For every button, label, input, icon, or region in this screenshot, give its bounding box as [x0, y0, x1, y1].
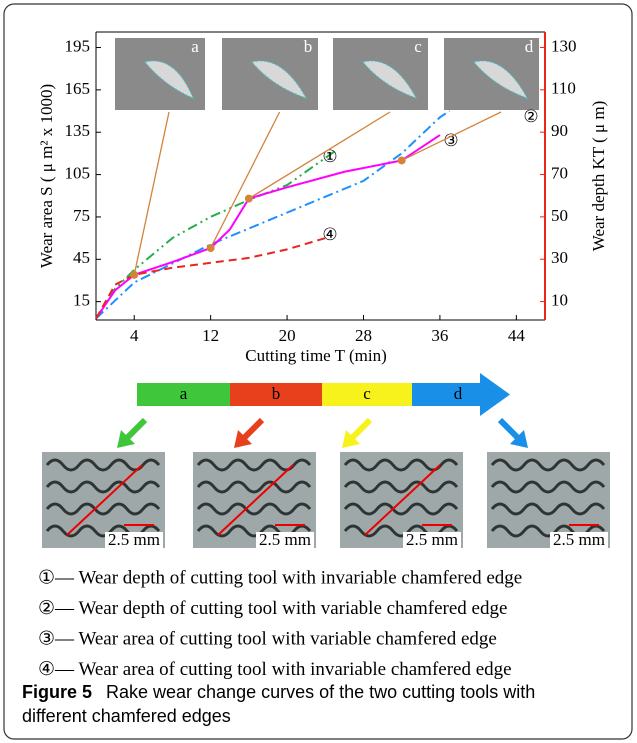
caption-text: different chamfered edges: [22, 706, 231, 726]
series-line: [95, 110, 451, 320]
chip-wave: [343, 480, 459, 494]
y2-tick-label: 130: [551, 36, 577, 55]
stage-segment: [322, 383, 412, 406]
inset-label: a: [191, 37, 199, 56]
stage-pointer-head: [510, 430, 528, 448]
x-tick-label: 12: [202, 326, 219, 345]
scale-label: 2.5 mm: [406, 530, 458, 549]
legend-entry: ③— Wear area of cutting tool with variab…: [38, 628, 497, 649]
legend-entry: ①— Wear depth of cutting tool with invar…: [38, 567, 522, 588]
stage-pointer: [497, 417, 523, 443]
y2-tick-label: 110: [551, 79, 576, 98]
chip-wave: [490, 502, 606, 516]
stage-segment: [412, 383, 480, 406]
chip-wave: [490, 458, 606, 472]
x-tick-label: 28: [355, 326, 372, 345]
stage-pointer-head: [342, 430, 360, 448]
chip-wave: [45, 502, 161, 516]
y-tick-label: 105: [65, 163, 91, 182]
y2-tick-label: 50: [551, 206, 568, 225]
scale-label: 2.5 mm: [259, 530, 311, 549]
stage-pointer: [347, 417, 373, 443]
x-tick-label: 36: [431, 326, 448, 345]
stage-label: a: [180, 384, 188, 403]
inset-label: b: [304, 37, 313, 56]
x-tick-label: 4: [130, 326, 139, 345]
scale-label: 2.5 mm: [553, 530, 605, 549]
stage-segment: [230, 383, 322, 406]
scale-box: [403, 532, 461, 548]
stage-label: b: [272, 384, 281, 403]
chip-wave: [45, 480, 161, 494]
legend-entry: ④— Wear area of cutting tool with invari…: [38, 659, 512, 680]
stage-arrowhead: [480, 373, 510, 416]
caption-label: Figure 5: [22, 682, 92, 702]
y2-tick-label: 90: [551, 121, 568, 140]
inset-edge: [362, 60, 418, 99]
inset-label: d: [525, 37, 534, 56]
x-tick-label: 20: [279, 326, 296, 345]
x-tick-label: 44: [508, 326, 526, 345]
series-line: [95, 237, 326, 320]
inset-label: c: [414, 37, 422, 56]
curve-label: ①: [322, 147, 337, 166]
measure-line: [66, 464, 143, 536]
point-marker: [206, 244, 215, 252]
y-tick-label: 45: [73, 248, 90, 267]
stage-label: d: [454, 384, 463, 403]
curve-label: ④: [322, 225, 337, 244]
point-marker: [397, 156, 406, 165]
point-marker: [244, 194, 253, 203]
scale-box: [550, 532, 608, 548]
scale-box: [105, 532, 163, 548]
y2-tick-label: 70: [551, 163, 568, 182]
chip-wave: [196, 480, 312, 494]
y2-tick-label: 30: [551, 248, 568, 267]
stage-label: c: [363, 384, 371, 403]
scale-label: 2.5 mm: [108, 530, 160, 549]
y2-axis-label: Wear depth KT ( μ m): [589, 101, 608, 251]
y-tick-label: 15: [73, 291, 90, 310]
stage-segment: [137, 383, 230, 406]
point-marker: [130, 270, 139, 279]
chip-wave: [343, 502, 459, 516]
y-tick-label: 195: [65, 36, 91, 55]
measure-line: [217, 464, 294, 536]
y-tick-label: 135: [65, 121, 91, 140]
y2-tick-label: 10: [551, 290, 568, 309]
stage-pointer: [122, 417, 148, 443]
curve-label: ③: [443, 131, 458, 150]
pointer-arrow: [133, 111, 170, 275]
chip-wave: [196, 502, 312, 516]
pointer-arrow: [401, 111, 502, 162]
y-tick-label: 165: [65, 79, 91, 98]
y-axis-label: Wear area S ( μ m² x 1000): [37, 84, 56, 268]
curve-label: ②: [523, 107, 538, 126]
measure-line: [364, 464, 441, 536]
stage-pointer: [239, 417, 265, 443]
series-line: [95, 150, 336, 320]
inset-edge: [473, 60, 529, 99]
legend-entry: ②— Wear depth of cutting tool with varia…: [38, 598, 507, 619]
y-tick-label: 75: [73, 206, 90, 225]
stage-pointer-head: [117, 430, 135, 448]
inset-edge: [251, 60, 308, 99]
x-axis-label: Cutting time T (min): [245, 346, 387, 365]
frame: [3, 3, 633, 740]
inset-edge: [144, 60, 194, 99]
scale-box: [256, 532, 314, 548]
caption-text: Rake wear change curves of the two cutti…: [106, 682, 535, 702]
pointer-arrow: [210, 111, 281, 249]
chip-wave: [490, 480, 606, 494]
pointer-arrow: [248, 111, 391, 200]
series-line: [95, 134, 441, 320]
stage-pointer-head: [234, 430, 252, 448]
